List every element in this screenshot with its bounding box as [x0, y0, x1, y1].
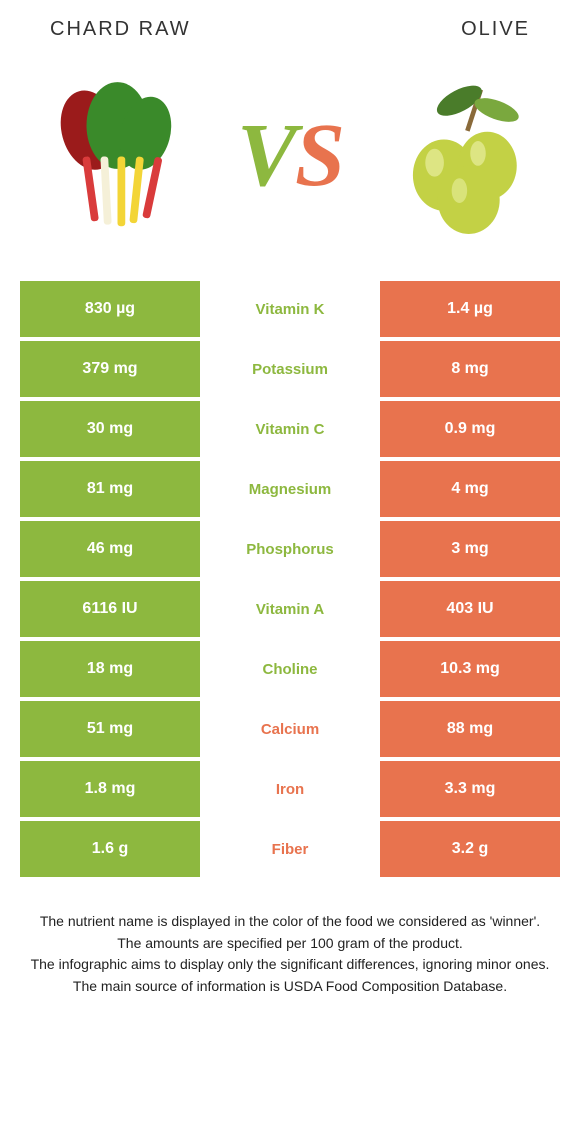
nutrient-name-cell: Vitamin A	[200, 581, 380, 637]
left-value-cell: 18 mg	[20, 641, 200, 697]
nutrient-name-cell: Magnesium	[200, 461, 380, 517]
left-value-cell: 30 mg	[20, 401, 200, 457]
right-value-cell: 10.3 mg	[380, 641, 560, 697]
right-value-cell: 1.4 µg	[380, 281, 560, 337]
nutrient-name-cell: Iron	[200, 761, 380, 817]
table-row: 1.8 mgIron3.3 mg	[20, 761, 560, 817]
right-value-cell: 403 IU	[380, 581, 560, 637]
right-value-cell: 0.9 mg	[380, 401, 560, 457]
left-value-cell: 81 mg	[20, 461, 200, 517]
right-value-cell: 88 mg	[380, 701, 560, 757]
right-value-cell: 3.3 mg	[380, 761, 560, 817]
nutrient-name-cell: Vitamin K	[200, 281, 380, 337]
nutrient-name-cell: Calcium	[200, 701, 380, 757]
nutrient-name-cell: Potassium	[200, 341, 380, 397]
vs-label: VS	[237, 111, 343, 201]
nutrient-name-cell: Choline	[200, 641, 380, 697]
left-food-title: Chard raw	[50, 18, 191, 41]
right-food-title: Olive	[461, 18, 530, 41]
footer-line: The main source of information is USDA F…	[30, 976, 550, 998]
nutrient-name-cell: Phosphorus	[200, 521, 380, 577]
left-value-cell: 1.8 mg	[20, 761, 200, 817]
header: Chard raw Olive	[0, 0, 580, 41]
footer-line: The amounts are specified per 100 gram o…	[30, 933, 550, 955]
vs-v: V	[237, 106, 295, 205]
hero-row: VS	[0, 41, 580, 281]
left-value-cell: 830 µg	[20, 281, 200, 337]
left-value-cell: 46 mg	[20, 521, 200, 577]
olive-image	[385, 79, 540, 234]
footer-line: The nutrient name is displayed in the co…	[30, 911, 550, 933]
table-row: 46 mgPhosphorus3 mg	[20, 521, 560, 577]
table-row: 830 µgVitamin K1.4 µg	[20, 281, 560, 337]
chard-image	[40, 79, 195, 234]
nutrient-name-cell: Vitamin C	[200, 401, 380, 457]
table-row: 51 mgCalcium88 mg	[20, 701, 560, 757]
footer-notes: The nutrient name is displayed in the co…	[0, 881, 580, 998]
vs-s: S	[295, 106, 343, 205]
table-row: 6116 IUVitamin A403 IU	[20, 581, 560, 637]
table-row: 1.6 gFiber3.2 g	[20, 821, 560, 877]
right-value-cell: 3 mg	[380, 521, 560, 577]
left-value-cell: 6116 IU	[20, 581, 200, 637]
table-row: 30 mgVitamin C0.9 mg	[20, 401, 560, 457]
right-value-cell: 8 mg	[380, 341, 560, 397]
table-row: 18 mgCholine10.3 mg	[20, 641, 560, 697]
right-value-cell: 4 mg	[380, 461, 560, 517]
left-value-cell: 1.6 g	[20, 821, 200, 877]
table-row: 379 mgPotassium8 mg	[20, 341, 560, 397]
footer-line: The infographic aims to display only the…	[30, 954, 550, 976]
left-value-cell: 379 mg	[20, 341, 200, 397]
right-value-cell: 3.2 g	[380, 821, 560, 877]
comparison-table: 830 µgVitamin K1.4 µg379 mgPotassium8 mg…	[0, 281, 580, 877]
left-value-cell: 51 mg	[20, 701, 200, 757]
table-row: 81 mgMagnesium4 mg	[20, 461, 560, 517]
nutrient-name-cell: Fiber	[200, 821, 380, 877]
